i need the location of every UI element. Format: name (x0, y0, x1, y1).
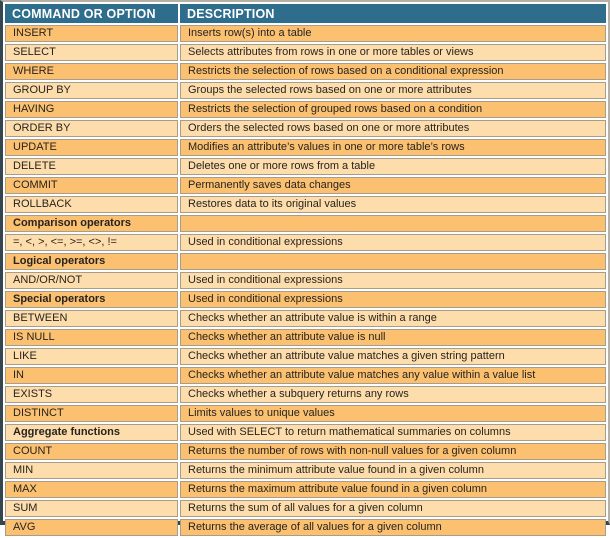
table-row: HAVING Restricts the selection of grouped… (5, 101, 606, 118)
command-cell: LIKE (5, 348, 178, 365)
table-row: =, <, >, <=, >=, <>, != Used in condition… (5, 234, 606, 251)
description-cell: Restores data to its original values (180, 196, 606, 213)
table-row: INSERT Inserts row(s) into a table (5, 25, 606, 42)
command-cell: SUM (5, 500, 178, 517)
table-row: EXISTS Checks whether a subquery returns … (5, 386, 606, 403)
description-cell: Permanently saves data changes (180, 177, 606, 194)
command-cell: EXISTS (5, 386, 178, 403)
command-cell: IN (5, 367, 178, 384)
section-row: Aggregate functions Used with SELECT to r… (5, 424, 606, 441)
description-cell: Returns the minimum attribute value foun… (180, 462, 606, 479)
table-row: SUM Returns the sum of all values for a g… (5, 500, 606, 517)
command-cell: AND/OR/NOT (5, 272, 178, 289)
table-row: AVG Returns the average of all values for… (5, 519, 606, 536)
command-cell: =, <, >, <=, >=, <>, != (5, 234, 178, 251)
description-cell: Returns the maximum attribute value foun… (180, 481, 606, 498)
table-row: MAX Returns the maximum attribute value f… (5, 481, 606, 498)
table-row: BETWEEN Checks whether an attribute value… (5, 310, 606, 327)
command-cell: Aggregate functions (5, 424, 178, 441)
table-row: ROLLBACK Restores data to its original va… (5, 196, 606, 213)
description-cell: Deletes one or more rows from a table (180, 158, 606, 175)
table-row: COUNT Returns the number of rows with non… (5, 443, 606, 460)
column-header-description: DESCRIPTION (180, 4, 606, 23)
description-cell: Used with SELECT to return mathematical … (180, 424, 606, 441)
command-cell: MIN (5, 462, 178, 479)
command-cell: UPDATE (5, 139, 178, 156)
command-cell: AVG (5, 519, 178, 536)
command-cell: IS NULL (5, 329, 178, 346)
command-cell: DELETE (5, 158, 178, 175)
command-cell: HAVING (5, 101, 178, 118)
table-row: SELECT Selects attributes from rows in on… (5, 44, 606, 61)
command-cell: SELECT (5, 44, 178, 61)
description-cell: Returns the sum of all values for a give… (180, 500, 606, 517)
description-cell (180, 215, 606, 232)
command-cell: COMMIT (5, 177, 178, 194)
table-row: MIN Returns the minimum attribute value f… (5, 462, 606, 479)
command-cell: ROLLBACK (5, 196, 178, 213)
table-row: IS NULL Checks whether an attribute value… (5, 329, 606, 346)
description-cell: Limits values to unique values (180, 405, 606, 422)
description-cell: Used in conditional expressions (180, 291, 606, 308)
section-row: Comparison operators (5, 215, 606, 232)
description-cell (180, 253, 606, 270)
column-header-command: COMMAND OR OPTION (5, 4, 178, 23)
description-cell: Checks whether an attribute value is wit… (180, 310, 606, 327)
description-cell: Selects attributes from rows in one or m… (180, 44, 606, 61)
description-cell: Returns the number of rows with non-null… (180, 443, 606, 460)
description-cell: Modifies an attribute’s values in one or… (180, 139, 606, 156)
command-cell: Logical operators (5, 253, 178, 270)
header-row: COMMAND OR OPTION DESCRIPTION (5, 4, 606, 23)
description-cell: Used in conditional expressions (180, 234, 606, 251)
description-cell: Returns the average of all values for a … (180, 519, 606, 536)
command-cell: DISTINCT (5, 405, 178, 422)
description-cell: Restricts the selection of rows based on… (180, 63, 606, 80)
description-cell: Orders the selected rows based on one or… (180, 120, 606, 137)
description-cell: Checks whether a subquery returns any ro… (180, 386, 606, 403)
table-row: LIKE Checks whether an attribute value ma… (5, 348, 606, 365)
description-cell: Checks whether an attribute value matche… (180, 367, 606, 384)
table-row: DELETE Deletes one or more rows from a ta… (5, 158, 606, 175)
table-row: IN Checks whether an attribute value matc… (5, 367, 606, 384)
command-cell: MAX (5, 481, 178, 498)
description-cell: Inserts row(s) into a table (180, 25, 606, 42)
command-cell: COUNT (5, 443, 178, 460)
description-cell: Groups the selected rows based on one or… (180, 82, 606, 99)
description-cell: Restricts the selection of grouped rows … (180, 101, 606, 118)
section-row: Special operators Used in conditional exp… (5, 291, 606, 308)
command-cell: GROUP BY (5, 82, 178, 99)
table-body: INSERT Inserts row(s) into a table SELECT S… (5, 25, 606, 536)
command-cell: Comparison operators (5, 215, 178, 232)
command-cell: ORDER BY (5, 120, 178, 137)
commands-table: COMMAND OR OPTION DESCRIPTION INSERT Inse… (3, 2, 608, 538)
table-row: UPDATE Modifies an attribute’s values in … (5, 139, 606, 156)
description-cell: Checks whether an attribute value matche… (180, 348, 606, 365)
command-cell: INSERT (5, 25, 178, 42)
table-row: GROUP BY Groups the selected rows based o… (5, 82, 606, 99)
table-row: ORDER BY Orders the selected rows based o… (5, 120, 606, 137)
command-cell: WHERE (5, 63, 178, 80)
description-cell: Used in conditional expressions (180, 272, 606, 289)
command-cell: Special operators (5, 291, 178, 308)
table-row: DISTINCT Limits values to unique values (5, 405, 606, 422)
table-row: AND/OR/NOT Used in conditional expression… (5, 272, 606, 289)
section-row: Logical operators (5, 253, 606, 270)
table-row: WHERE Restricts the selection of rows bas… (5, 63, 606, 80)
command-cell: BETWEEN (5, 310, 178, 327)
description-cell: Checks whether an attribute value is nul… (180, 329, 606, 346)
table-row: COMMIT Permanently saves data changes (5, 177, 606, 194)
